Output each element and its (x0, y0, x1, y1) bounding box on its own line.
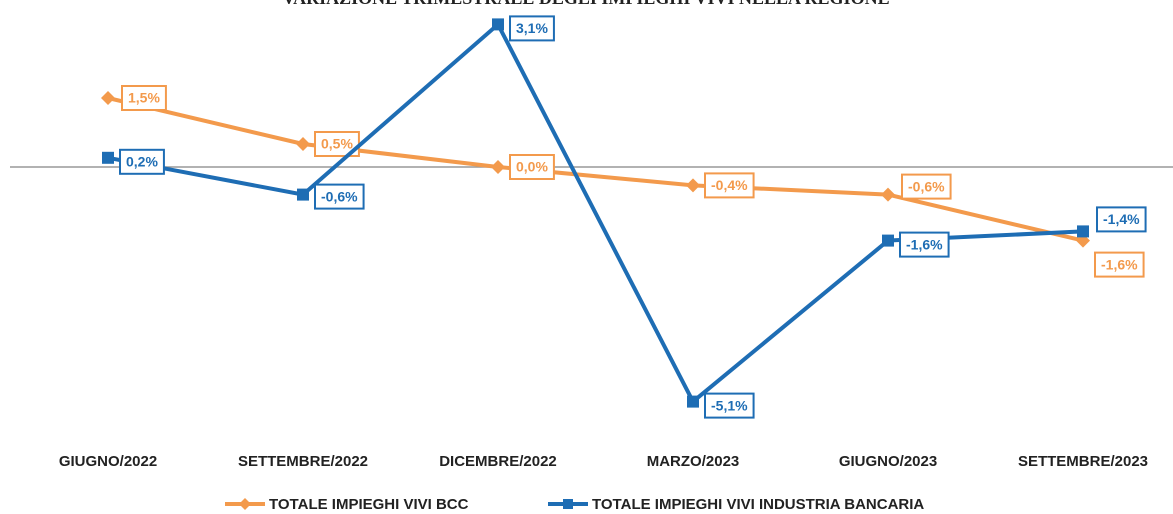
chart-title: VARIAZIONE TRIMESTRALE DEGLI IMPIEGHI VI… (282, 0, 889, 8)
value-label: 1,5% (128, 90, 160, 106)
value-label-box (704, 172, 755, 199)
value-label: 0,5% (321, 136, 353, 152)
x-tick-label: SETTEMBRE/2022 (238, 453, 368, 470)
series-line (107, 21, 1084, 405)
marker (297, 188, 309, 201)
marker (296, 137, 310, 151)
series-line (107, 96, 1084, 243)
marker (686, 178, 700, 193)
value-label: -0,4% (711, 177, 748, 193)
value-label: -1,4% (1103, 211, 1140, 227)
x-tick-label: MARZO/2023 (647, 453, 740, 470)
value-label-box (704, 392, 755, 419)
value-label: 3,1% (516, 20, 548, 36)
value-label-box (901, 173, 952, 200)
x-tick-label: SETTEMBRE/2023 (1018, 453, 1148, 470)
marker (491, 160, 505, 174)
value-label-box (509, 15, 555, 42)
marker (101, 91, 115, 105)
marker (102, 151, 114, 164)
marker (492, 18, 504, 31)
value-label-box (314, 183, 365, 210)
marker (1077, 225, 1089, 238)
legend-label: TOTALE IMPIEGHI VIVI BCC (269, 496, 469, 513)
value-label: 0,2% (126, 154, 158, 170)
value-label: -1,6% (1101, 256, 1138, 272)
value-label-box (1094, 251, 1145, 278)
value-label: -1,6% (906, 236, 943, 252)
marker (881, 187, 895, 202)
value-label: 0,0% (516, 159, 548, 175)
x-tick-label: DICEMBRE/2022 (439, 453, 557, 470)
x-tick-label: GIUGNO/2023 (839, 453, 937, 470)
value-label-box (119, 148, 165, 175)
marker (882, 234, 894, 247)
value-label-box (121, 85, 167, 111)
legend-marker (239, 498, 251, 510)
value-label-box (509, 154, 555, 180)
value-label: -0,6% (321, 188, 358, 204)
marker (687, 395, 699, 408)
value-label: -5,1% (711, 397, 748, 413)
legend-marker (563, 499, 573, 509)
x-tick-label: GIUGNO/2022 (59, 453, 157, 470)
value-label-box (1096, 206, 1147, 233)
legend-label: TOTALE IMPIEGHI VIVI INDUSTRIA BANCARIA (592, 496, 924, 513)
value-label: -0,6% (908, 178, 945, 194)
value-label-box (899, 231, 950, 258)
